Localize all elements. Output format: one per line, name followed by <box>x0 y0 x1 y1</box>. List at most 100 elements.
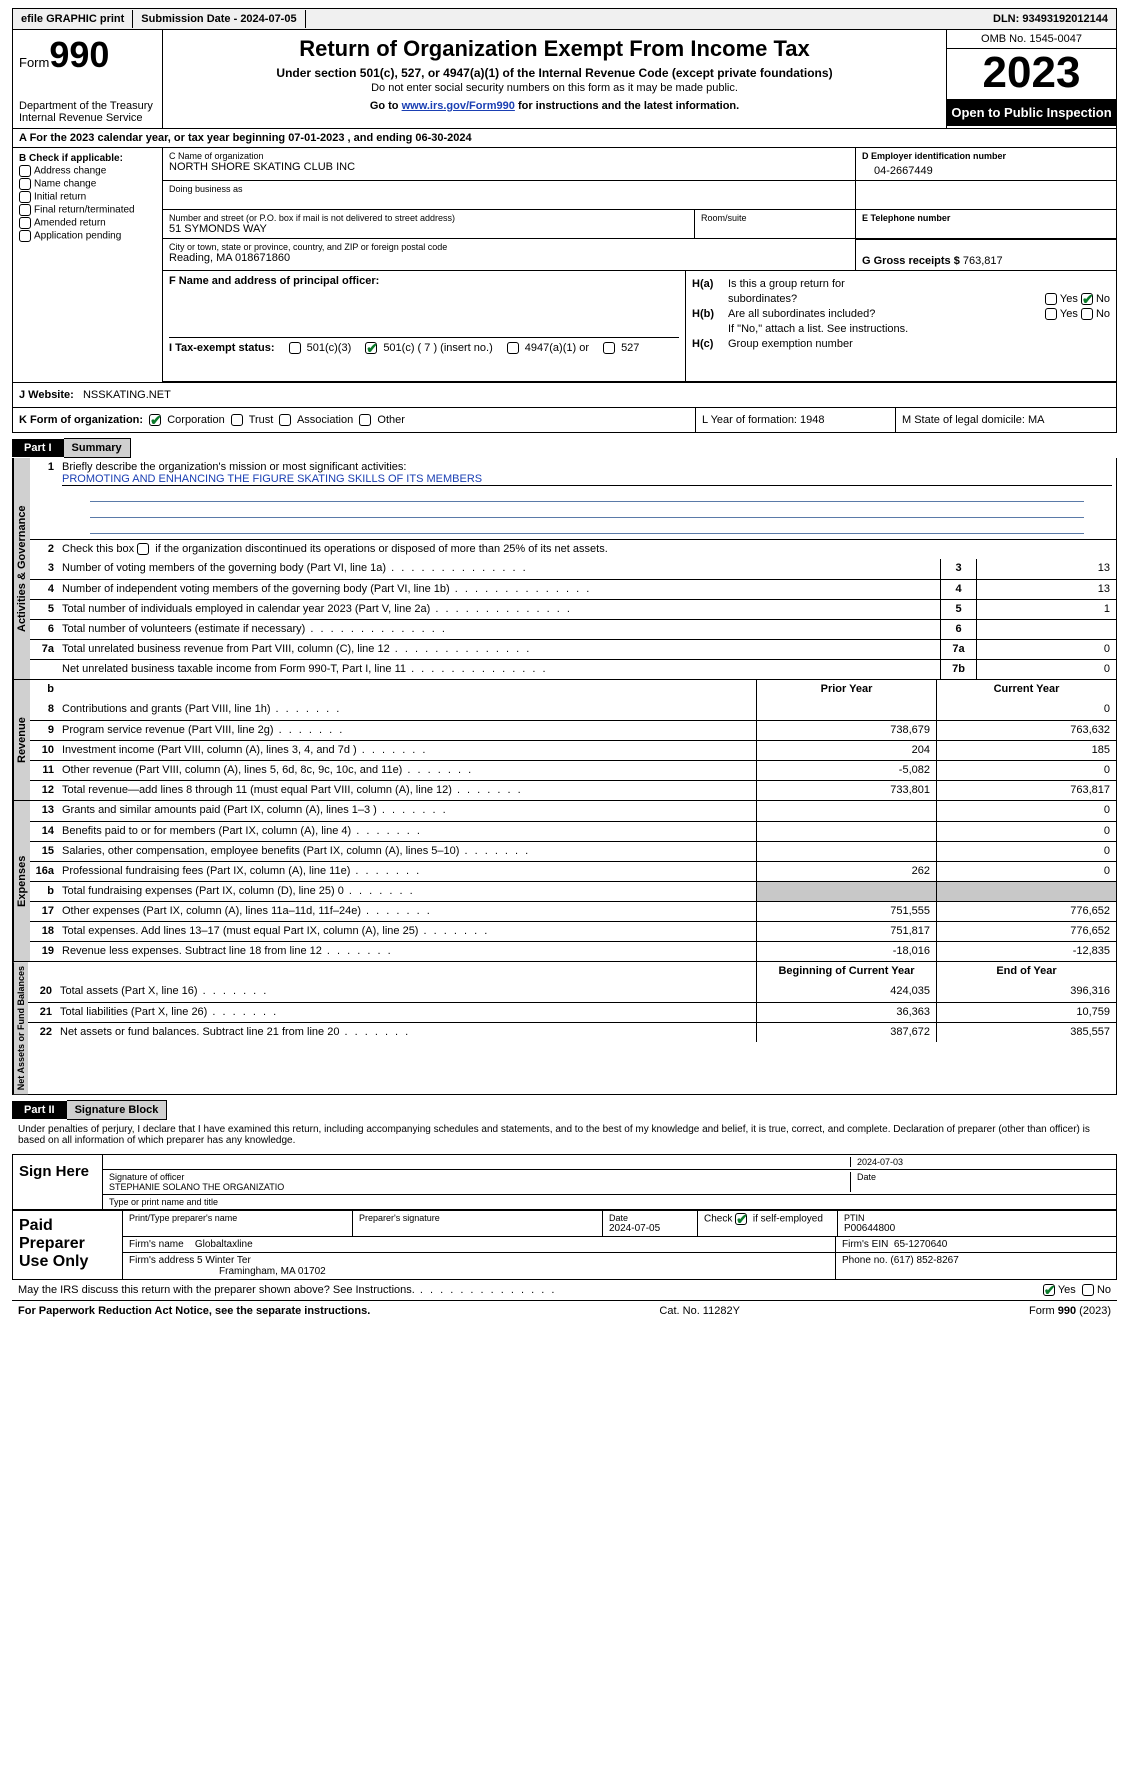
summary-line-5: 5Total number of individuals employed in… <box>30 599 1116 619</box>
cb-name-change[interactable] <box>19 178 31 190</box>
summary-line-13: 13Grants and similar amounts paid (Part … <box>30 801 1116 821</box>
summary-line-16a: 16aProfessional fundraising fees (Part I… <box>30 861 1116 881</box>
summary-line-4: 4Number of independent voting members of… <box>30 579 1116 599</box>
d-ein-label: D Employer identification number <box>862 151 1110 161</box>
e-phone-label: E Telephone number <box>862 213 1110 223</box>
department-label: Department of the Treasury <box>19 100 156 112</box>
side-netassets: Net Assets or Fund Balances <box>13 962 28 1094</box>
cb-app-pending[interactable] <box>19 230 31 242</box>
summary-line-22: 22Net assets or fund balances. Subtract … <box>28 1022 1116 1042</box>
cb-hb-no[interactable] <box>1081 308 1093 320</box>
cb-may-no[interactable] <box>1082 1284 1094 1296</box>
cb-discontinued[interactable] <box>137 543 149 555</box>
omb-number: OMB No. 1545-0047 <box>947 30 1116 49</box>
cat-number: Cat. No. 11282Y <box>659 1305 740 1317</box>
prep-date: 2024-07-05 <box>609 1223 691 1234</box>
gross-receipts: 763,817 <box>963 255 1003 267</box>
cb-self-employed[interactable] <box>735 1213 747 1225</box>
cb-4947[interactable] <box>507 342 519 354</box>
cb-ha-no[interactable] <box>1081 293 1093 305</box>
cb-may-yes[interactable] <box>1043 1284 1055 1296</box>
dba-label: Doing business as <box>169 184 849 194</box>
summary-line-7b: Net unrelated business taxable income fr… <box>30 659 1116 679</box>
header-fields: A For the 2023 calendar year, or tax yea… <box>12 128 1117 433</box>
form-word: Form <box>19 55 49 70</box>
firm-addr2: Framingham, MA 01702 <box>129 1266 326 1277</box>
hc-text: Group exemption number <box>728 338 853 350</box>
city-label: City or town, state or province, country… <box>169 242 849 252</box>
paid-preparer-label: Paid Preparer Use Only <box>13 1211 123 1279</box>
part1-title: Summary <box>64 438 131 458</box>
efile-label: efile GRAPHIC print <box>13 10 133 28</box>
paid-preparer-block: Paid Preparer Use Only Print/Type prepar… <box>12 1210 1117 1280</box>
mission-text: PROMOTING AND ENHANCING THE FIGURE SKATI… <box>62 473 1112 486</box>
may-irs-question: May the IRS discuss this return with the… <box>18 1284 415 1296</box>
signature-block: Sign Here 2024-07-03 Signature of office… <box>12 1154 1117 1210</box>
form-footer: Form 990 (2023) <box>1029 1305 1111 1317</box>
cb-501c[interactable] <box>365 342 377 354</box>
website-value: NSSKATING.NET <box>83 389 171 401</box>
cb-trust[interactable] <box>231 414 243 426</box>
q1-text: Briefly describe the organization's miss… <box>62 461 1112 473</box>
hdr-end: End of Year <box>936 962 1116 982</box>
hdr-prior: Prior Year <box>756 680 936 700</box>
dln: DLN: 93493192012144 <box>985 10 1116 28</box>
form-subtitle: Under section 501(c), 527, or 4947(a)(1)… <box>173 66 936 80</box>
j-label: J Website: <box>19 389 74 401</box>
hdr-current: Current Year <box>936 680 1116 700</box>
declaration-text: Under penalties of perjury, I declare th… <box>12 1120 1117 1150</box>
cb-amended-return[interactable] <box>19 217 31 229</box>
part2-label: Part II <box>12 1101 67 1119</box>
cb-other[interactable] <box>359 414 371 426</box>
col-b-checkboxes: B Check if applicable: Address change Na… <box>13 148 163 382</box>
room-label: Room/suite <box>701 213 849 223</box>
cb-initial-return[interactable] <box>19 191 31 203</box>
c-name-label: C Name of organization <box>169 151 849 161</box>
g-label: G Gross receipts $ <box>862 255 960 267</box>
part2-title: Signature Block <box>67 1100 168 1120</box>
ptin-value: P00644800 <box>844 1223 1110 1234</box>
cb-hb-yes[interactable] <box>1045 308 1057 320</box>
cb-final-return[interactable] <box>19 204 31 216</box>
hb-text: Are all subordinates included? <box>728 308 875 320</box>
side-expenses: Expenses <box>13 801 30 961</box>
f-label: F Name and address of principal officer: <box>169 275 679 287</box>
summary-line-17: 17Other expenses (Part IX, column (A), l… <box>30 901 1116 921</box>
summary-line-7a: 7aTotal unrelated business revenue from … <box>30 639 1116 659</box>
goto-link[interactable]: www.irs.gov/Form990 <box>402 100 515 112</box>
irs-label: Internal Revenue Service <box>19 112 156 124</box>
top-bar: efile GRAPHIC print Submission Date - 20… <box>12 8 1117 30</box>
goto-pre: Go to <box>370 100 402 112</box>
sig-officer-label: Signature of officer <box>109 1172 850 1182</box>
hb2-text: If "No," attach a list. See instructions… <box>728 323 908 335</box>
firm-ein: 65-1270640 <box>894 1239 947 1250</box>
hdr-beginning: Beginning of Current Year <box>756 962 936 982</box>
cb-corp[interactable] <box>149 414 161 426</box>
form-title: Return of Organization Exempt From Incom… <box>173 36 936 62</box>
date-label: Date <box>850 1172 1110 1192</box>
cb-assoc[interactable] <box>279 414 291 426</box>
summary-table: Activities & Governance 1 Briefly descri… <box>12 458 1117 1095</box>
summary-line-19: 19Revenue less expenses. Subtract line 1… <box>30 941 1116 961</box>
cb-501c3[interactable] <box>289 342 301 354</box>
cb-ha-yes[interactable] <box>1045 293 1057 305</box>
cb-address-change[interactable] <box>19 165 31 177</box>
cb-527[interactable] <box>603 342 615 354</box>
sign-here-label: Sign Here <box>13 1155 103 1209</box>
sig-officer-name: STEPHANIE SOLANO THE ORGANIZATIO <box>109 1182 850 1192</box>
k-label: K Form of organization: <box>19 414 143 426</box>
org-name: NORTH SHORE SKATING CLUB INC <box>169 161 849 173</box>
m-state-domicile: M State of legal domicile: MA <box>896 408 1116 432</box>
sig-date: 2024-07-03 <box>850 1157 1110 1167</box>
form-subtitle2: Do not enter social security numbers on … <box>173 82 936 94</box>
ha-text: Is this a group return for <box>728 278 845 290</box>
i-label: I Tax-exempt status: <box>169 342 275 354</box>
firm-phone: (617) 852-8267 <box>890 1255 958 1266</box>
summary-line-20: 20Total assets (Part X, line 16)424,0353… <box>28 982 1116 1002</box>
summary-line-10: 10Investment income (Part VIII, column (… <box>30 740 1116 760</box>
part1-label: Part I <box>12 439 64 457</box>
summary-line-11: 11Other revenue (Part VIII, column (A), … <box>30 760 1116 780</box>
firm-name: Globaltaxline <box>195 1239 253 1250</box>
summary-line-8: 8Contributions and grants (Part VIII, li… <box>30 700 1116 720</box>
type-name-label: Type or print name and title <box>103 1195 1116 1209</box>
